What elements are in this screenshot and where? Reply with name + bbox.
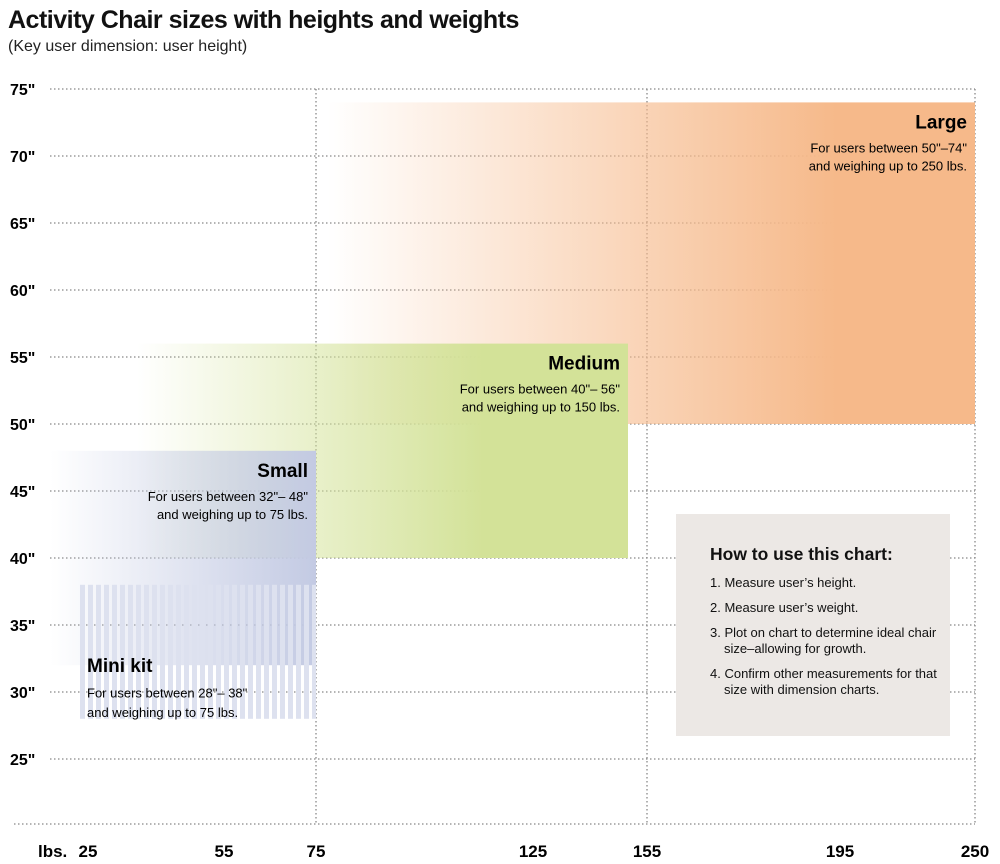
how-to-step: 2. Measure user’s weight. bbox=[710, 600, 859, 615]
region-desc: and weighing up to 75 lbs. bbox=[157, 507, 308, 522]
y-tick-label: 25" bbox=[10, 752, 35, 769]
x-tick-label: 75 bbox=[307, 842, 326, 861]
x-tick-label: 250 bbox=[961, 842, 989, 861]
y-tick-label: 40" bbox=[10, 551, 35, 568]
x-tick-label: 195 bbox=[826, 842, 854, 861]
chart-title: Activity Chair sizes with heights and we… bbox=[8, 6, 519, 34]
region-desc: and weighing up to 75 lbs. bbox=[87, 705, 238, 720]
y-tick-label: 75" bbox=[10, 82, 35, 99]
how-to-step: 1. Measure user’s height. bbox=[710, 575, 857, 590]
y-tick-label: 60" bbox=[10, 283, 35, 300]
region-name: Small bbox=[257, 461, 308, 482]
x-tick-label: 125 bbox=[519, 842, 547, 861]
y-tick-label: 55" bbox=[10, 350, 35, 367]
x-tick-label: 155 bbox=[633, 842, 661, 861]
how-to-use-box: How to use this chart: 1. Measure user’s… bbox=[676, 514, 950, 736]
chart-subtitle: (Key user dimension: user height) bbox=[8, 38, 248, 55]
region-name: Medium bbox=[548, 354, 620, 375]
region-desc: and weighing up to 150 lbs. bbox=[462, 400, 620, 415]
region-desc: For users between 28"– 38" bbox=[87, 685, 248, 700]
how-to-steps: 1. Measure user’s height. 2. Measure use… bbox=[710, 575, 950, 698]
region-desc: For users between 50"–74" bbox=[810, 140, 967, 155]
y-tick-label: 65" bbox=[10, 216, 35, 233]
how-to-step: 4. Confirm other measurements for that s… bbox=[710, 666, 937, 697]
region-desc: and weighing up to 250 lbs. bbox=[809, 158, 967, 173]
region-desc: For users between 40"– 56" bbox=[460, 382, 621, 397]
y-tick-label: 45" bbox=[10, 484, 35, 501]
y-tick-label: 35" bbox=[10, 618, 35, 635]
y-tick-label: 30" bbox=[10, 685, 35, 702]
y-tick-label: 70" bbox=[10, 149, 35, 166]
region-name: Large bbox=[915, 112, 967, 133]
x-tick-label: 25 bbox=[79, 842, 98, 861]
how-to-title: How to use this chart: bbox=[710, 544, 893, 564]
region-mini-kit bbox=[79, 584, 316, 719]
x-tick-label: 55 bbox=[215, 842, 234, 861]
x-axis-label: lbs. bbox=[38, 842, 67, 861]
region-name: Mini kit bbox=[87, 656, 153, 677]
region-desc: For users between 32"– 48" bbox=[148, 489, 309, 504]
y-tick-label: 50" bbox=[10, 417, 35, 434]
how-to-step: 3. Plot on chart to determine ideal chai… bbox=[710, 625, 937, 656]
